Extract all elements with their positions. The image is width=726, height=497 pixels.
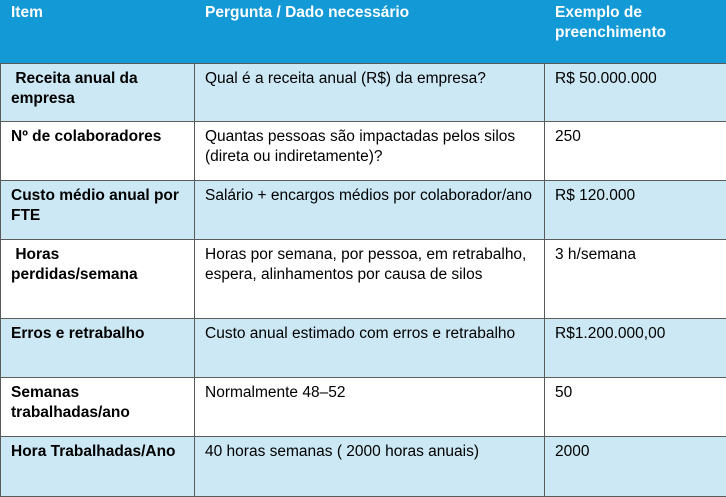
table-row: Nº de colaboradores Quantas pessoas são …	[1, 122, 726, 181]
table-row: Receita anual da empresa Qual é a receit…	[1, 64, 726, 122]
row-example: R$ 50.000.000	[545, 64, 726, 122]
header-example: Exemplo de preenchimento	[545, 1, 726, 64]
row-example: 3 h/semana	[545, 240, 726, 319]
row-example: 250	[545, 122, 726, 181]
row-example: R$ 120.000	[545, 181, 726, 240]
row-question: Quantas pessoas são impactadas pelos sil…	[195, 122, 545, 181]
row-item: Erros e retrabalho	[1, 319, 195, 378]
row-item: Horas perdidas/semana	[1, 240, 195, 319]
row-example: 2000	[545, 437, 726, 497]
row-item: Nº de colaboradores	[1, 122, 195, 181]
row-question: 40 horas semanas ( 2000 horas anuais)	[195, 437, 545, 497]
header-question: Pergunta / Dado necessário	[195, 1, 545, 64]
row-question: Horas por semana, por pessoa, em retraba…	[195, 240, 545, 319]
row-example: R$1.200.000,00	[545, 319, 726, 378]
row-item: Semanas trabalhadas/ano	[1, 378, 195, 437]
table-body: Receita anual da empresa Qual é a receit…	[1, 64, 726, 497]
row-question: Qual é a receita anual (R$) da empresa?	[195, 64, 545, 122]
table-row: Erros e retrabalho Custo anual estimado …	[1, 319, 726, 378]
row-question: Normalmente 48–52	[195, 378, 545, 437]
table-row: Semanas trabalhadas/ano Normalmente 48–5…	[1, 378, 726, 437]
table-header: Item Pergunta / Dado necessário Exemplo …	[1, 1, 726, 64]
row-item: Hora Trabalhadas/Ano	[1, 437, 195, 497]
row-item: Receita anual da empresa	[1, 64, 195, 122]
header-item: Item	[1, 1, 195, 64]
header-row: Item Pergunta / Dado necessário Exemplo …	[1, 1, 726, 64]
row-question: Salário + encargos médios por colaborado…	[195, 181, 545, 240]
row-example: 50	[545, 378, 726, 437]
table-row: Horas perdidas/semana Horas por semana, …	[1, 240, 726, 319]
table-row: Custo médio anual por FTE Salário + enca…	[1, 181, 726, 240]
row-item: Custo médio anual por FTE	[1, 181, 195, 240]
row-question: Custo anual estimado com erros e retraba…	[195, 319, 545, 378]
table-row: Hora Trabalhadas/Ano 40 horas semanas ( …	[1, 437, 726, 497]
